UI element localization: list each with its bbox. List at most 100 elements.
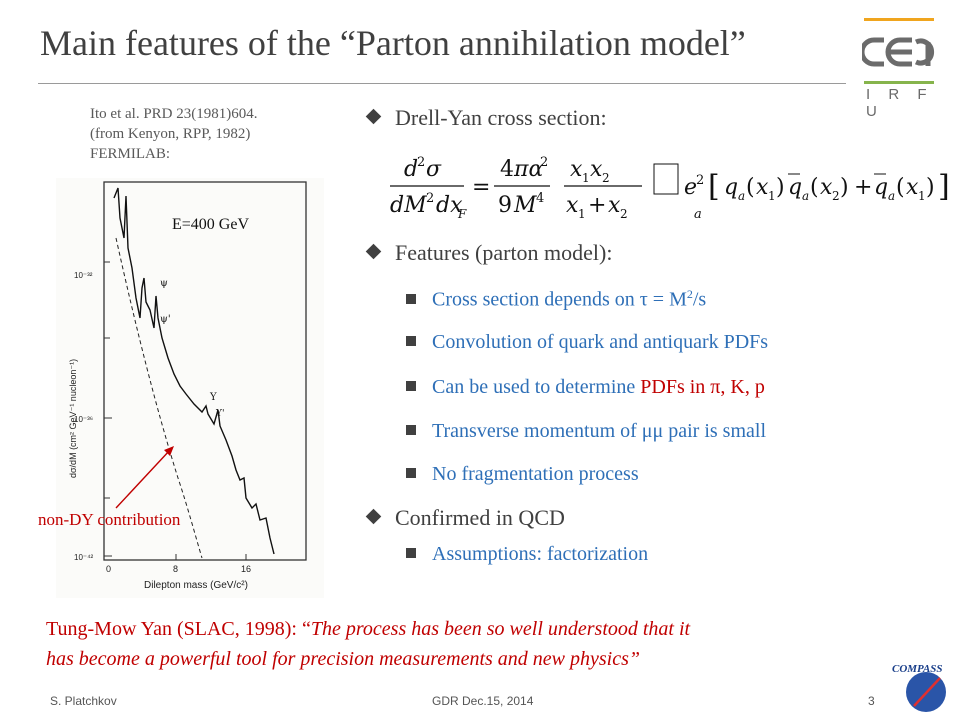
square-bullet-icon [406, 293, 416, 304]
svg-text:x: x [756, 175, 769, 200]
svg-text:x: x [906, 175, 919, 200]
bullet-text: Features (parton model): [395, 240, 613, 265]
annotation-arrow [115, 449, 171, 509]
cea-irfu-logo: I R F U [860, 18, 938, 120]
sub-bullet: Transverse momentum of μμ pair is small [406, 420, 766, 443]
svg-text:a: a [802, 189, 809, 203]
x-tick-label: 16 [241, 564, 251, 574]
svg-text:1: 1 [918, 189, 926, 203]
svg-text:M: M [513, 193, 537, 218]
reference-line: FERMILAB: [90, 146, 171, 162]
logo-subtext: I R F U [866, 86, 934, 120]
sub-bullet: Assumptions: factorization [406, 543, 648, 566]
sub-bullet: Convolution of quark and antiquark PDFs [406, 331, 768, 354]
svg-text:e: e [684, 175, 697, 200]
reference-line: Ito et al. PRD 23(1981)604. [90, 106, 258, 122]
footer-page-number: 3 [868, 694, 875, 708]
diamond-bullet-icon [365, 243, 382, 260]
svg-text:=: = [472, 175, 490, 200]
sub-bullet-text: /s [692, 288, 707, 311]
non-dy-annotation: non-DY contribution [38, 510, 181, 529]
superscript: 2 [686, 287, 693, 301]
svg-text:): ) [776, 175, 785, 200]
sub-bullet-text: Transverse momentum of μμ pair is small [432, 420, 767, 442]
sub-bullet-text: Convolution of quark and antiquark PDFs [432, 331, 769, 353]
svg-text:F: F [457, 207, 467, 221]
arrow-head-icon [164, 446, 174, 456]
bullet-confirmed: Confirmed in QCD [365, 505, 565, 531]
y-axis-label: dσ/dM (cm² GeV⁻¹ nucleon⁻¹) [68, 359, 78, 478]
svg-text:2: 2 [620, 207, 628, 221]
svg-text:x: x [608, 193, 621, 218]
svg-text:2: 2 [696, 173, 704, 188]
y-tick-label: 10⁻³² [74, 271, 93, 280]
svg-text:dx: dx [436, 193, 463, 218]
y-tick-label: 10⁻⁴² [74, 553, 94, 562]
sub-bullet-text: Cross section depends on τ = M [432, 288, 687, 311]
svg-text:2: 2 [426, 191, 434, 206]
svg-text:+: + [588, 193, 606, 218]
svg-text:q: q [874, 175, 888, 200]
x-axis-label: Dilepton mass (GeV/c²) [144, 580, 248, 591]
sub-bullet-text: Can be used to determine [432, 376, 641, 398]
svg-text:x: x [566, 193, 579, 218]
y-tick-label: 10⁻³⁶ [74, 415, 93, 424]
svg-text:x: x [590, 157, 603, 182]
svg-text:): ) [926, 175, 935, 200]
svg-text:9: 9 [498, 193, 512, 218]
svg-text:x: x [570, 157, 583, 182]
sub-bullet: Can be used to determine PDFs in π, K, p [406, 376, 765, 399]
svg-text:a: a [738, 189, 745, 203]
svg-text:1: 1 [578, 207, 586, 221]
svg-text:2: 2 [540, 155, 548, 170]
peak-label: Y' [215, 409, 224, 419]
square-bullet-icon [406, 336, 416, 346]
svg-text:(: ( [810, 175, 819, 200]
peak-label: Y [209, 392, 217, 403]
x-tick-label: 8 [173, 564, 178, 574]
svg-text:2: 2 [417, 155, 425, 170]
compass-logo: COMPASS [892, 663, 946, 712]
svg-text:4: 4 [536, 191, 544, 206]
svg-text:q: q [788, 175, 802, 200]
quote-text: has become a powerful tool for precision… [46, 648, 641, 670]
quote-text: The process has been so well understood … [310, 618, 691, 640]
svg-text:(: ( [896, 175, 905, 200]
energy-label: E=400 GeV [172, 216, 250, 233]
footer-event: GDR Dec.15, 2014 [432, 694, 534, 708]
bullet-drell-yan: Drell-Yan cross section: [365, 105, 607, 131]
sub-bullet: No fragmentation process [406, 463, 639, 486]
square-bullet-icon [406, 548, 416, 558]
quote-attribution: Tung-Mow Yan (SLAC, 1998): “ [46, 618, 311, 640]
square-bullet-icon [406, 425, 416, 435]
square-bullet-icon [406, 381, 416, 391]
svg-text:[: [ [708, 169, 720, 204]
square-bullet-icon [406, 468, 416, 478]
peak-label: ψ' [160, 314, 171, 325]
svg-text:1: 1 [582, 171, 590, 185]
compass-badge-text: COMPASS [892, 663, 943, 675]
dilepton-mass-plot: 10⁻³² 10⁻³⁶ 10⁻⁴² 0 8 16 Dilepton mass (… [56, 178, 324, 598]
footer-author: S. Platchkov [50, 694, 117, 708]
svg-text:πα: πα [513, 157, 543, 182]
reference-block: Ito et al. PRD 23(1981)604. (from Kenyon… [90, 104, 257, 164]
svg-text:4: 4 [500, 157, 514, 182]
sub-bullet-highlight: PDFs in π, K, p [640, 376, 765, 398]
plot-frame [103, 181, 307, 561]
svg-text:σ: σ [426, 157, 442, 182]
title-divider [38, 83, 846, 84]
svg-text:2: 2 [602, 171, 610, 185]
svg-text:]: ] [938, 169, 950, 204]
reference-line: (from Kenyon, RPP, 1982) [90, 126, 251, 142]
svg-text:x: x [820, 175, 833, 200]
logo-green-bar [864, 81, 934, 84]
measured-spectrum-curve [113, 187, 275, 555]
quote-block: Tung-Mow Yan (SLAC, 1998): “The process … [46, 614, 690, 674]
x-tick-label: 0 [106, 564, 111, 574]
bullet-text: Drell-Yan cross section: [395, 105, 607, 130]
svg-text:2: 2 [832, 189, 840, 203]
logo-orange-bar [864, 18, 934, 21]
svg-text:1: 1 [768, 189, 776, 203]
bullet-text: Confirmed in QCD [395, 505, 565, 530]
